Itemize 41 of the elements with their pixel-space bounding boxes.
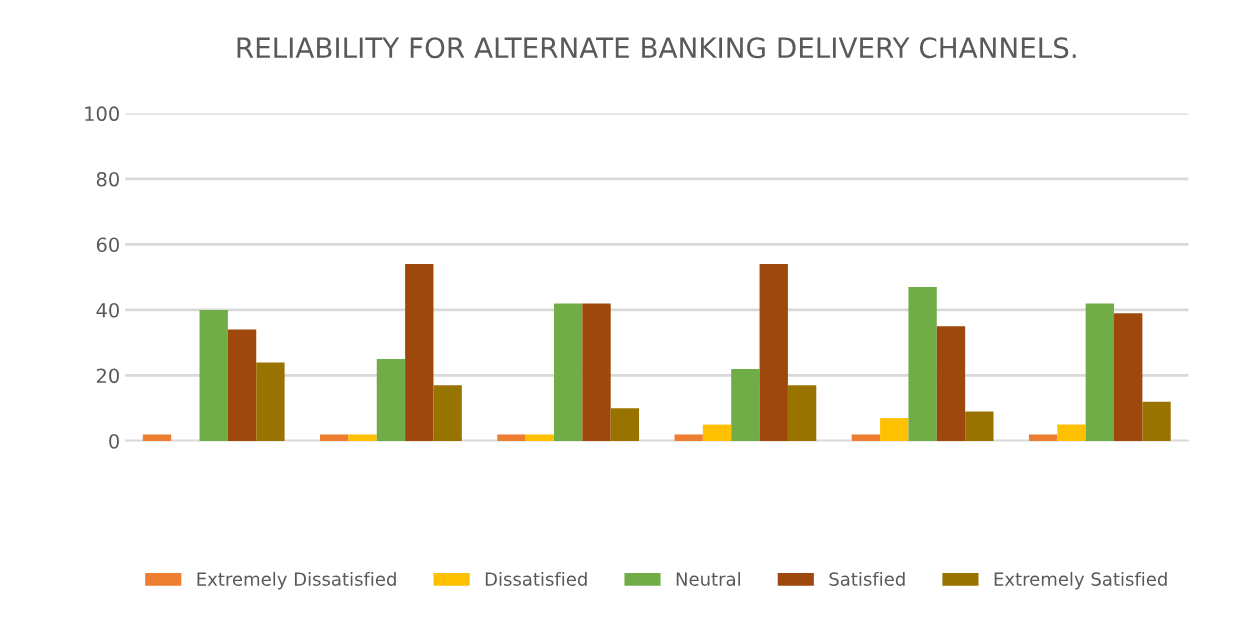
bar — [525, 434, 554, 441]
bar — [1085, 303, 1115, 441]
bar — [256, 362, 285, 441]
bar — [936, 326, 966, 441]
y-tick-label: 20 — [96, 368, 119, 384]
y-tick-label: 0 — [109, 433, 119, 449]
bar — [787, 385, 817, 441]
bar — [759, 264, 788, 441]
chart-title: RELIABILITY FOR ALTERNATE BANKING DELIVERY CHANNELS. — [237, 37, 1076, 59]
bar — [674, 434, 703, 441]
bar — [908, 287, 937, 441]
bar — [142, 434, 172, 441]
bar — [497, 434, 526, 441]
bar — [610, 408, 640, 441]
bar — [433, 385, 462, 441]
legend-label: Satisfied — [829, 571, 905, 586]
y-tick-label: 60 — [96, 237, 119, 253]
bar — [702, 424, 732, 441]
bar — [1028, 434, 1058, 441]
bar — [582, 303, 611, 441]
bar — [965, 411, 994, 441]
bar — [320, 434, 349, 441]
bar — [851, 434, 881, 441]
bar — [199, 309, 228, 441]
bar — [553, 303, 583, 441]
legend-label: Extremely Dissatisfied — [197, 571, 396, 590]
bar — [376, 359, 406, 441]
bar — [1057, 424, 1086, 441]
y-tick-label: 80 — [96, 171, 119, 187]
bar — [1114, 313, 1143, 441]
bar — [731, 368, 760, 441]
bar — [348, 434, 377, 441]
bar — [405, 264, 434, 441]
bar — [880, 418, 909, 441]
legend-label: Dissatisfied — [485, 571, 587, 586]
bar — [227, 329, 257, 441]
legend-label: Neutral — [676, 571, 740, 586]
y-tick-label: 100 — [85, 106, 119, 122]
bar — [1142, 401, 1171, 441]
legend-label: Extremely Satisfied — [994, 571, 1167, 590]
y-tick-label: 40 — [96, 302, 119, 318]
